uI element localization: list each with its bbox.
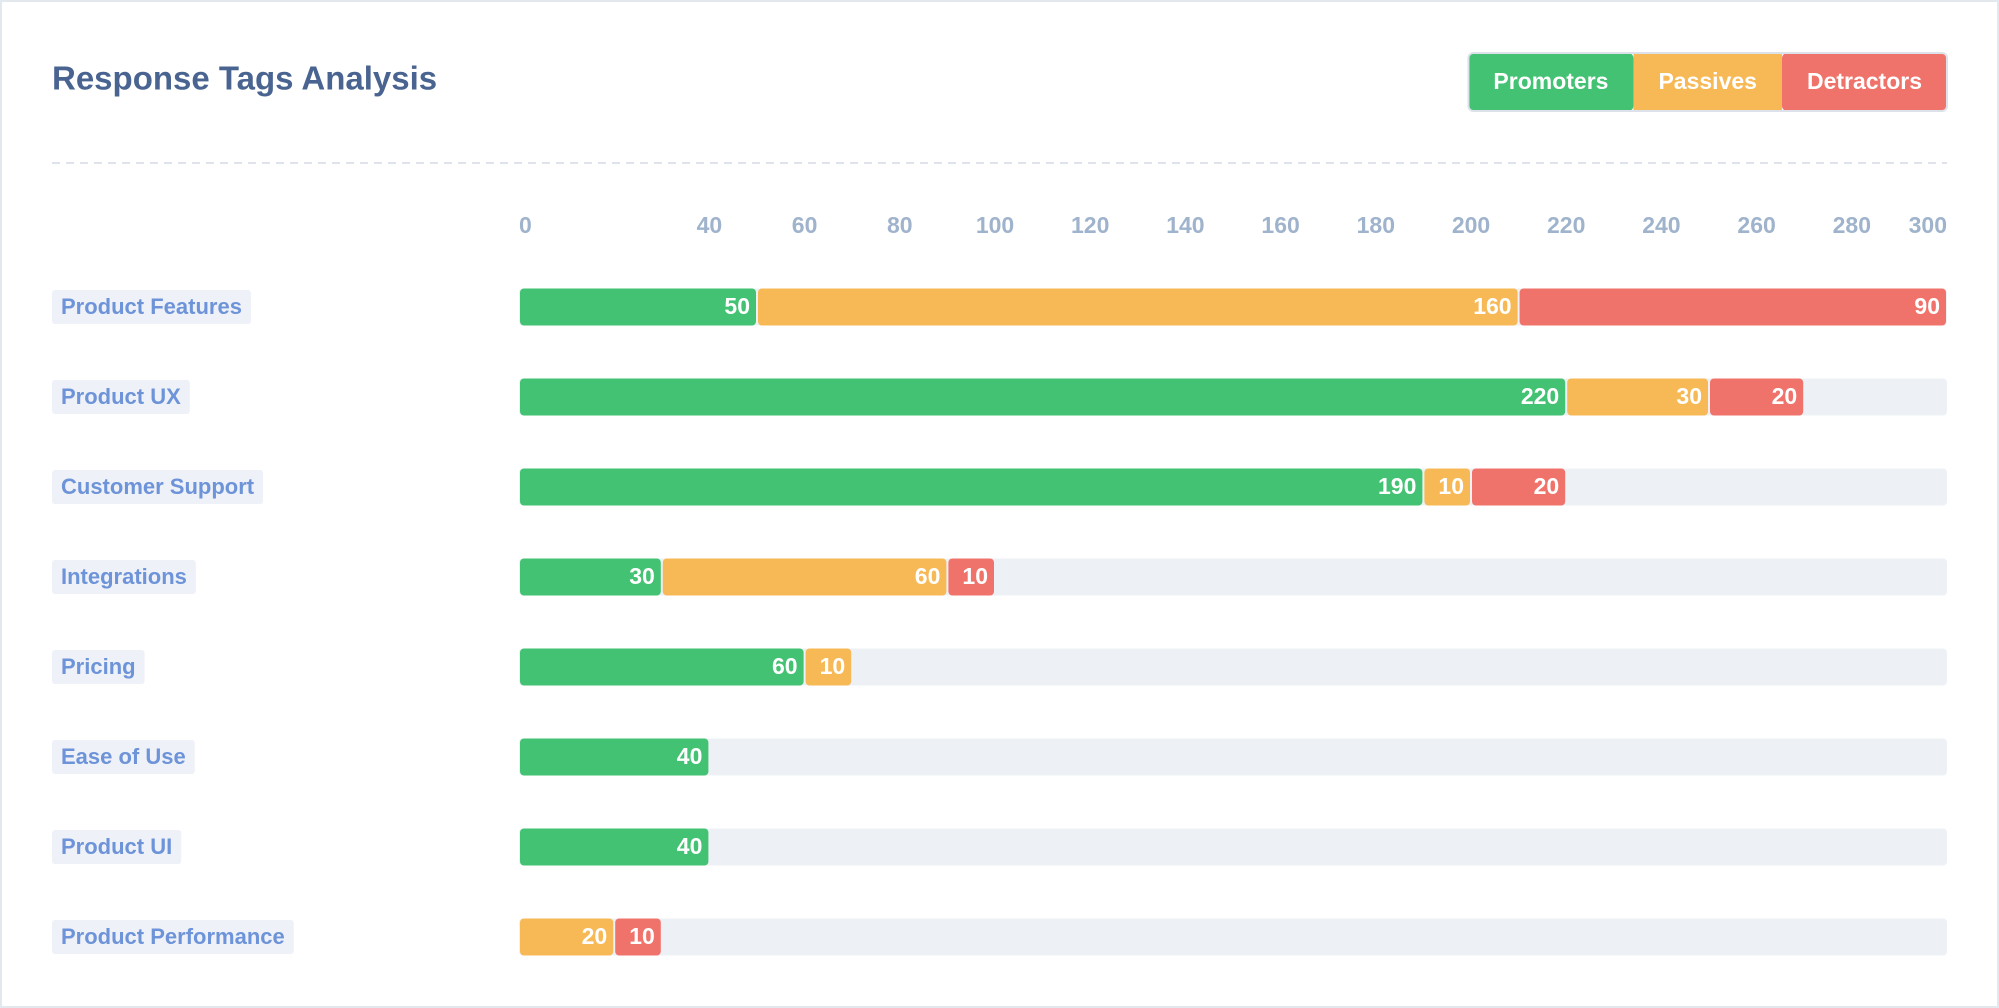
legend-label[interactable]: Detractors: [1807, 68, 1922, 94]
category-label: Product UX: [61, 384, 181, 409]
value-label: 20: [582, 923, 608, 949]
tag-chip: [52, 830, 182, 864]
legend-label[interactable]: Passives: [1658, 68, 1756, 94]
value-label: 160: [1473, 293, 1511, 319]
track: [519, 648, 1947, 686]
tag: Product UX: [52, 380, 190, 414]
x-tick-label: 240: [1642, 212, 1680, 238]
value-label: 30: [1676, 383, 1702, 409]
tag: Integrations: [52, 560, 196, 594]
tag-chip: [52, 470, 264, 504]
tag-chip: [52, 380, 190, 414]
legend-label[interactable]: Promoters: [1493, 68, 1608, 94]
x-tick-label: 280: [1833, 212, 1871, 238]
tag: Product Features: [52, 290, 251, 324]
x-tick-label: 100: [976, 212, 1014, 238]
value-label: 10: [1438, 473, 1464, 499]
bar-segment: [520, 918, 614, 956]
value-label: 20: [1534, 473, 1560, 499]
track: [519, 918, 1947, 956]
category-label: Product Performance: [61, 924, 285, 949]
bar-segment: [1519, 288, 1946, 326]
category-label: Product UI: [61, 834, 172, 859]
bar-segment: [1472, 468, 1566, 506]
value-label: 10: [820, 653, 846, 679]
bar-segment: [520, 648, 804, 686]
bar-segment: [520, 378, 1566, 416]
legend-button[interactable]: [1633, 53, 1782, 111]
x-tick-label: 300: [1909, 212, 1947, 238]
bar-segment: [615, 918, 661, 956]
category-label: Integrations: [61, 564, 187, 589]
category-label: Product Features: [61, 294, 242, 319]
value-label: 90: [1914, 293, 1940, 319]
x-tick-label: 200: [1452, 212, 1490, 238]
tag-chip: [52, 740, 195, 774]
value-label: 60: [772, 653, 798, 679]
bar-segment: [1710, 378, 1804, 416]
value-label: 10: [962, 563, 988, 589]
bar-segment: [520, 828, 709, 866]
x-tick-label: 260: [1737, 212, 1775, 238]
bar-segment: [758, 288, 1518, 326]
tag-chip: [52, 920, 294, 954]
tag: Customer Support: [52, 470, 264, 504]
bar-segment: [1424, 468, 1470, 506]
tag: Product UI: [52, 830, 182, 864]
bar-segment: [520, 288, 756, 326]
tag: Ease of Use: [52, 740, 195, 774]
x-tick-label: 220: [1547, 212, 1585, 238]
x-tick-label: 180: [1357, 212, 1395, 238]
chart-title: Response Tags Analysis: [52, 60, 437, 97]
tag-chip: [52, 290, 251, 324]
value-label: 10: [629, 923, 655, 949]
track: [519, 828, 1947, 866]
category-label: Customer Support: [61, 474, 255, 499]
legend: Promoters Passives Detractors: [1467, 52, 1948, 112]
x-tick-label: 0: [519, 212, 532, 238]
x-tick-label: 120: [1071, 212, 1109, 238]
legend-border: [1467, 52, 1948, 112]
tag-chip: [52, 650, 145, 684]
x-tick-label: 60: [792, 212, 818, 238]
track: [519, 738, 1947, 776]
tag: Pricing: [52, 650, 145, 684]
x-tick-label: 140: [1166, 212, 1204, 238]
bar-segment: [662, 558, 947, 596]
bar-segment: [520, 468, 1423, 506]
value-label: 20: [1772, 383, 1798, 409]
bar-segment: [805, 648, 852, 686]
value-label: 190: [1378, 473, 1416, 499]
legend-button[interactable]: [1468, 53, 1634, 111]
value-label: 30: [629, 563, 655, 589]
x-tick-label: 40: [697, 212, 723, 238]
tag-chip: [52, 560, 196, 594]
legend-button[interactable]: [1781, 53, 1947, 111]
bar-segment: [520, 558, 661, 596]
bar-segment: [520, 738, 709, 776]
value-label: 40: [677, 743, 703, 769]
category-label: Pricing: [61, 654, 136, 679]
value-label: 50: [724, 293, 750, 319]
tag: Product Performance: [52, 920, 294, 954]
x-tick-label: 80: [887, 212, 913, 238]
category-label: Ease of Use: [61, 744, 186, 769]
value-label: 40: [677, 833, 703, 859]
x-tick-label: 160: [1261, 212, 1299, 238]
value-label: 220: [1521, 383, 1559, 409]
value-label: 60: [915, 563, 941, 589]
bar-segment: [948, 558, 994, 596]
bar-segment: [1567, 378, 1708, 416]
